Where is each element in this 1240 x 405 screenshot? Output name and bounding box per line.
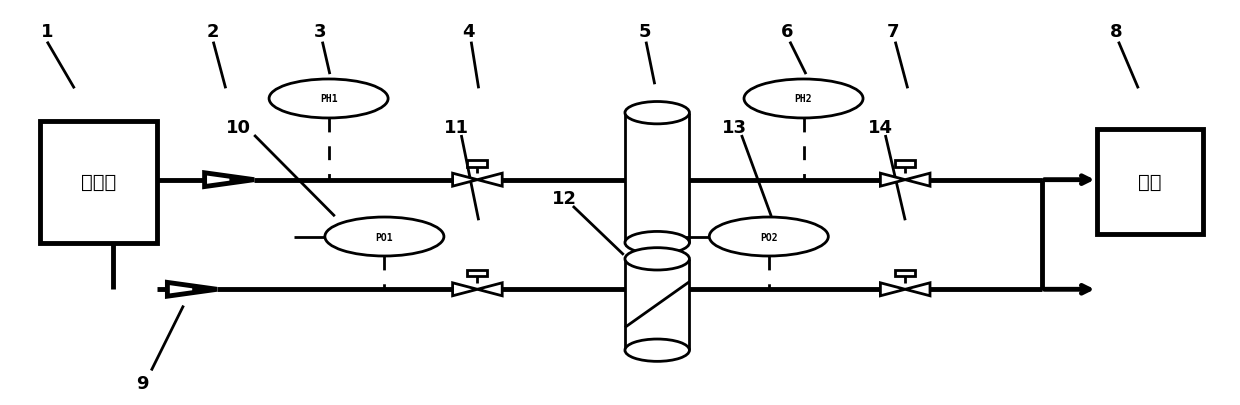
Text: 13: 13	[722, 119, 746, 136]
Polygon shape	[880, 174, 905, 187]
Text: 6: 6	[781, 23, 794, 41]
Ellipse shape	[625, 102, 689, 125]
Bar	[1097, 130, 1203, 235]
Ellipse shape	[625, 339, 689, 361]
Text: PH1: PH1	[320, 94, 337, 104]
Bar	[467, 161, 487, 167]
Circle shape	[269, 80, 388, 119]
Text: 5: 5	[639, 23, 651, 41]
Text: 3: 3	[314, 23, 326, 41]
Bar	[40, 122, 157, 243]
Text: 7: 7	[887, 23, 899, 41]
Ellipse shape	[625, 248, 689, 271]
Polygon shape	[453, 174, 477, 187]
Text: 8: 8	[1110, 23, 1122, 41]
Circle shape	[325, 217, 444, 256]
Polygon shape	[905, 174, 930, 187]
Text: PH2: PH2	[795, 94, 812, 104]
Polygon shape	[477, 174, 502, 187]
Text: 1: 1	[41, 23, 53, 41]
Text: 10: 10	[226, 119, 250, 136]
Polygon shape	[453, 283, 477, 296]
Text: 14: 14	[868, 119, 893, 136]
Polygon shape	[905, 283, 930, 296]
Bar	[467, 270, 487, 277]
Polygon shape	[192, 287, 207, 292]
Text: 12: 12	[552, 190, 577, 207]
Circle shape	[709, 217, 828, 256]
Polygon shape	[229, 178, 244, 183]
Polygon shape	[880, 283, 905, 296]
Text: PO2: PO2	[760, 232, 777, 242]
Ellipse shape	[625, 232, 689, 254]
Bar	[895, 161, 915, 167]
Text: PO1: PO1	[376, 232, 393, 242]
Bar	[895, 270, 915, 277]
Polygon shape	[205, 173, 254, 187]
Text: 9: 9	[136, 374, 149, 392]
Text: 11: 11	[444, 119, 469, 136]
Polygon shape	[167, 283, 217, 296]
Text: 2: 2	[207, 23, 219, 41]
Text: 4: 4	[463, 23, 475, 41]
Text: 氮气源: 氮气源	[81, 173, 117, 192]
Circle shape	[744, 80, 863, 119]
Polygon shape	[477, 283, 502, 296]
Text: 排气: 排气	[1138, 173, 1162, 192]
